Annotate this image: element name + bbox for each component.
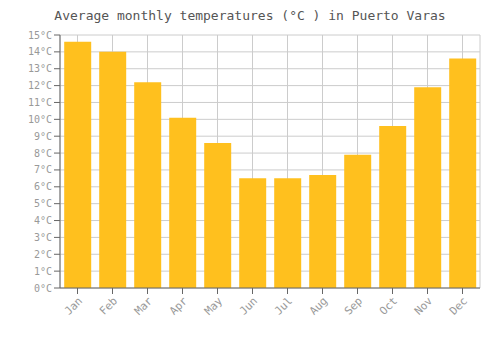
svg-text:4°C: 4°C [34,215,52,226]
svg-text:14°C: 14°C [28,46,52,57]
svg-text:Mar: Mar [132,294,156,318]
svg-text:Jul: Jul [272,294,295,317]
svg-text:12°C: 12°C [28,80,52,91]
svg-text:2°C: 2°C [34,249,52,260]
svg-text:Apr: Apr [167,294,191,318]
svg-text:0°C: 0°C [34,283,52,294]
svg-text:8°C: 8°C [34,148,52,159]
svg-text:5°C: 5°C [34,198,52,209]
svg-text:10°C: 10°C [28,114,52,125]
svg-text:May: May [202,294,226,318]
svg-text:Nov: Nov [412,294,436,318]
svg-text:6°C: 6°C [34,181,52,192]
svg-text:1°C: 1°C [34,266,52,277]
svg-text:15°C: 15°C [28,30,52,41]
html-text:Average monthly temperatures (: Average monthly temperatures (°C ) in Pu… [54,8,446,23]
svg-text:Jan: Jan [62,294,85,317]
svg-text:13°C: 13°C [28,63,52,74]
svg-text:Aug: Aug [307,294,330,317]
svg-text:3°C: 3°C [34,232,52,243]
svg-text:Jun: Jun [237,294,260,317]
svg-text:Dec: Dec [447,294,470,317]
svg-text:Oct: Oct [377,294,400,317]
svg-text:Sep: Sep [342,294,365,317]
svg-text:9°C: 9°C [34,131,52,142]
svg-text:11°C: 11°C [28,97,52,108]
svg-text:Feb: Feb [97,294,120,317]
svg-text:7°C: 7°C [34,164,52,175]
